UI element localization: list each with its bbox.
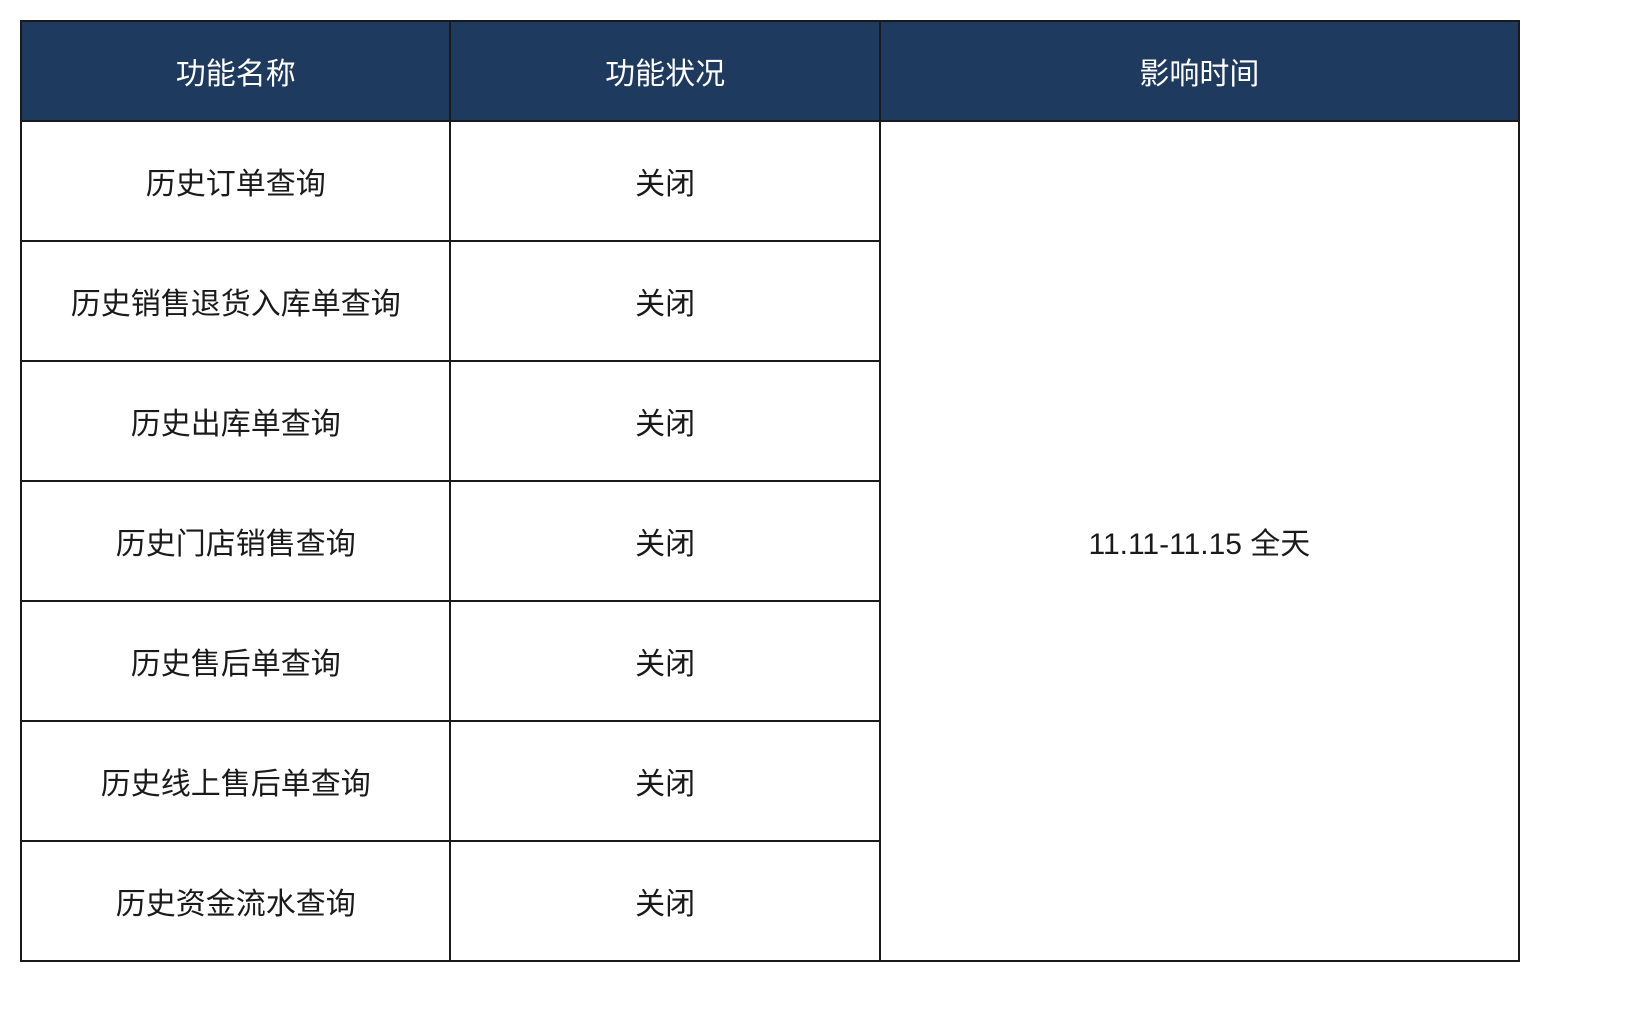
cell-feature-name: 历史订单查询 <box>21 121 450 241</box>
table-row: 历史订单查询 关闭 11.11-11.15 全天 <box>21 121 1519 241</box>
cell-feature-status: 关闭 <box>450 721 879 841</box>
column-header-name: 功能名称 <box>21 21 450 121</box>
cell-feature-name: 历史出库单查询 <box>21 361 450 481</box>
cell-feature-name: 历史销售退货入库单查询 <box>21 241 450 361</box>
column-header-status: 功能状况 <box>450 21 879 121</box>
cell-feature-name: 历史资金流水查询 <box>21 841 450 961</box>
column-header-time: 影响时间 <box>880 21 1519 121</box>
table-header-row: 功能名称 功能状况 影响时间 <box>21 21 1519 121</box>
feature-status-table: 功能名称 功能状况 影响时间 历史订单查询 关闭 11.11-11.15 全天 … <box>20 20 1520 962</box>
cell-feature-status: 关闭 <box>450 121 879 241</box>
cell-feature-status: 关闭 <box>450 361 879 481</box>
cell-feature-status: 关闭 <box>450 481 879 601</box>
cell-feature-status: 关闭 <box>450 841 879 961</box>
cell-feature-name: 历史门店销售查询 <box>21 481 450 601</box>
cell-impact-time: 11.11-11.15 全天 <box>880 121 1519 961</box>
cell-feature-status: 关闭 <box>450 241 879 361</box>
cell-feature-name: 历史售后单查询 <box>21 601 450 721</box>
cell-feature-name: 历史线上售后单查询 <box>21 721 450 841</box>
cell-feature-status: 关闭 <box>450 601 879 721</box>
